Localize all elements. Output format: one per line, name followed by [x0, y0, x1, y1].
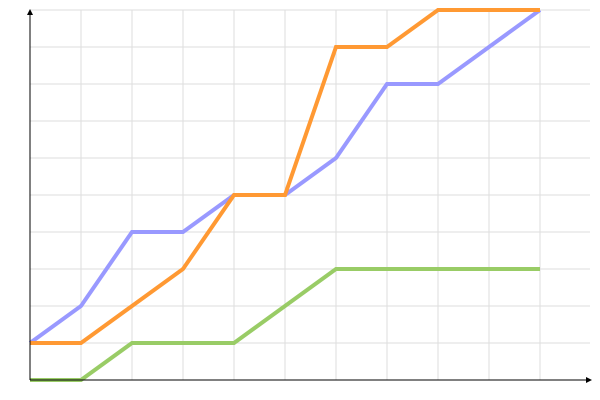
x-axis-arrow-icon — [586, 377, 592, 383]
y-axis-arrow-icon — [27, 9, 33, 15]
series-line-1 — [30, 8, 540, 345]
series-line-2 — [30, 267, 540, 382]
